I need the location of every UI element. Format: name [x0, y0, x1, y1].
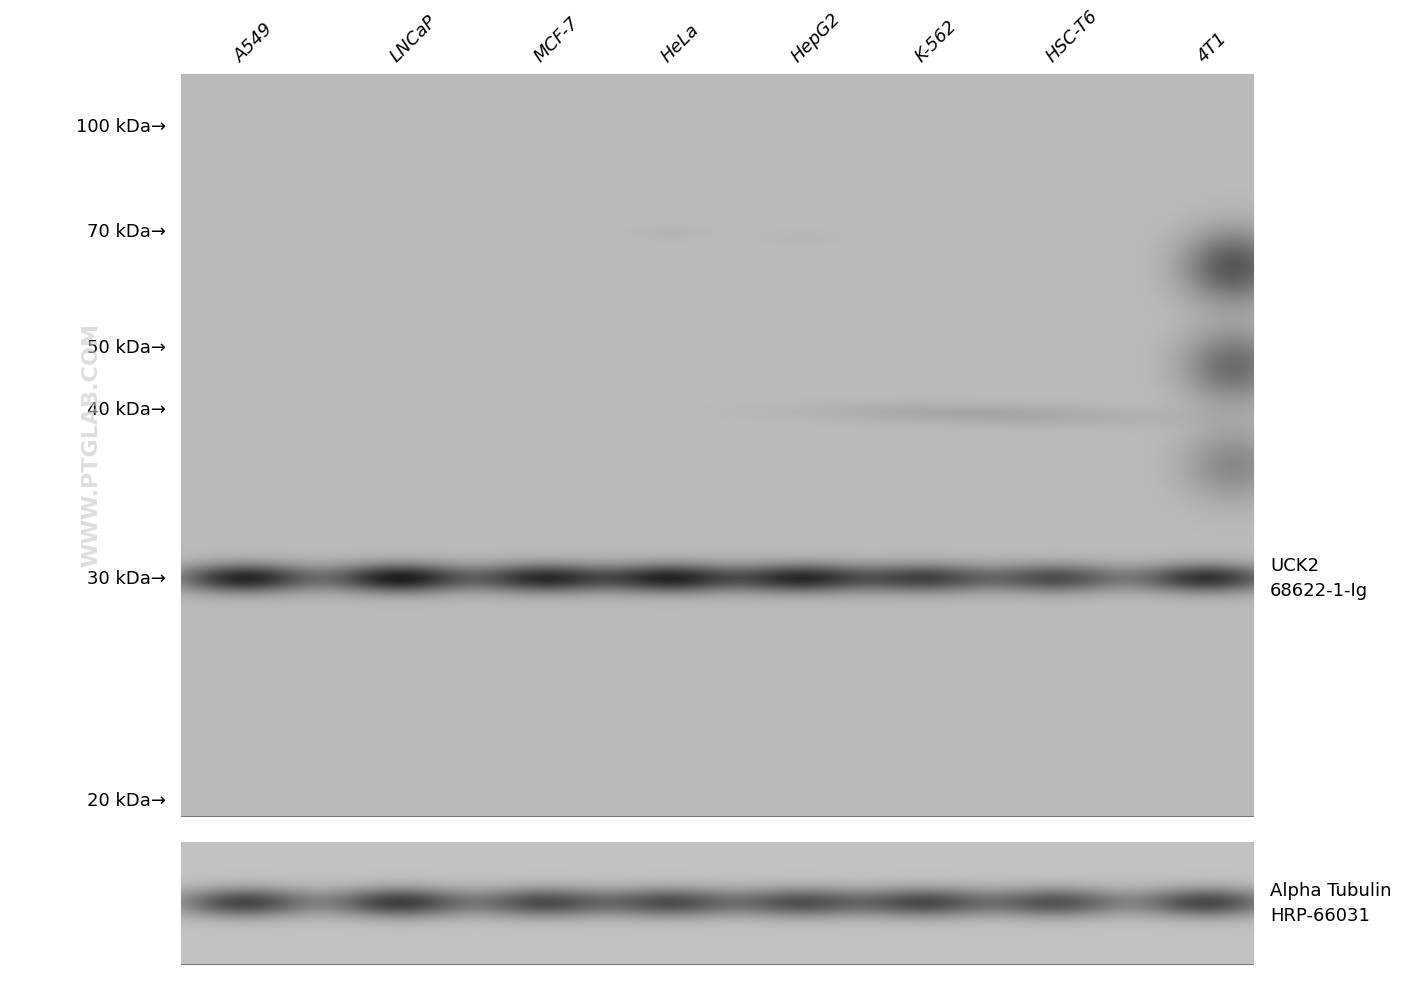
Text: WWW.PTGLAB.COM: WWW.PTGLAB.COM — [82, 323, 102, 567]
Text: 20 kDa→: 20 kDa→ — [87, 792, 166, 810]
Text: 30 kDa→: 30 kDa→ — [87, 570, 166, 587]
Text: Alpha Tubulin
HRP-66031: Alpha Tubulin HRP-66031 — [1270, 882, 1391, 925]
Text: 40 kDa→: 40 kDa→ — [87, 402, 166, 419]
Text: 100 kDa→: 100 kDa→ — [76, 118, 166, 135]
Text: K-562: K-562 — [912, 18, 961, 66]
Text: LNCaP: LNCaP — [387, 13, 440, 66]
Text: HSC-T6: HSC-T6 — [1043, 7, 1102, 66]
Text: 4T1: 4T1 — [1194, 30, 1230, 66]
Text: 50 kDa→: 50 kDa→ — [87, 339, 166, 357]
Text: MCF-7: MCF-7 — [531, 14, 583, 66]
Text: A549: A549 — [231, 21, 277, 66]
Text: HepG2: HepG2 — [787, 10, 844, 66]
Text: UCK2
68622-1-Ig: UCK2 68622-1-Ig — [1270, 557, 1369, 600]
Text: HeLa: HeLa — [658, 22, 703, 66]
FancyBboxPatch shape — [181, 74, 1253, 816]
FancyBboxPatch shape — [181, 843, 1253, 964]
Text: 70 kDa→: 70 kDa→ — [87, 224, 166, 241]
